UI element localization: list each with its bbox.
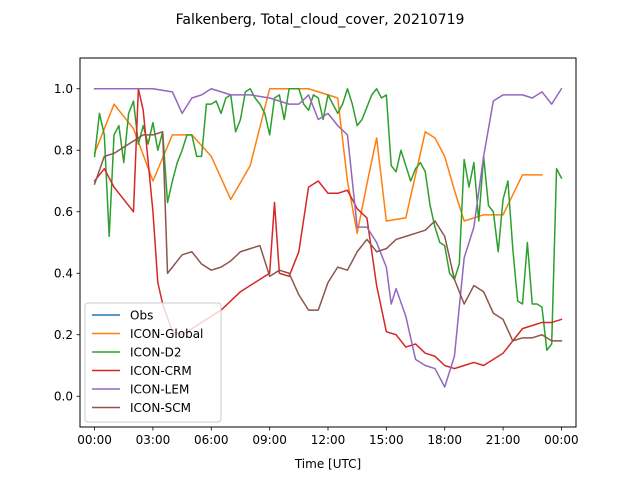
plot-lines [93, 87, 563, 388]
x-tick-label: 09:00 [252, 433, 287, 447]
chart-title: Falkenberg, Total_cloud_cover, 20210719 [176, 12, 465, 28]
legend-label: Obs [130, 309, 153, 323]
x-axis-label: Time [UTC] [294, 457, 361, 471]
x-tick-label: 12:00 [311, 433, 346, 447]
legend-label: ICON-SCM [130, 401, 191, 415]
x-tick-label: 00:00 [544, 433, 579, 447]
y-axis: 0.0 0.2 0.4 0.6 0.8 1.0 [54, 82, 80, 403]
y-tick-label: 0.8 [54, 143, 73, 157]
legend-label: ICON-D2 [130, 346, 182, 360]
y-tick-label: 1.0 [54, 82, 73, 96]
x-tick-label: 15:00 [369, 433, 404, 447]
series-line-icon-scm [93, 131, 563, 342]
y-tick-label: 0.0 [54, 389, 73, 403]
series-line-icon-lem [93, 87, 563, 388]
series-line-icon-global [93, 88, 543, 235]
legend-label: ICON-LEM [130, 383, 189, 397]
legend: Obs ICON-Global ICON-D2 ICON-CRM ICON-LEM ICO… [84, 302, 222, 423]
legend-label: ICON-Global [130, 327, 203, 341]
y-tick-label: 0.2 [54, 328, 73, 342]
x-axis: 00:00 03:00 06:00 09:00 12:00 15:00 18:00 21:00… [77, 427, 579, 447]
series-line-icon-crm [93, 88, 563, 370]
x-tick-label: 18:00 [427, 433, 462, 447]
series-line-icon-d2 [93, 88, 563, 351]
y-tick-label: 0.4 [54, 266, 73, 280]
x-tick-label: 21:00 [486, 433, 521, 447]
x-tick-label: 03:00 [136, 433, 171, 447]
x-tick-label: 06:00 [194, 433, 229, 447]
y-tick-label: 0.6 [54, 205, 73, 219]
x-tick-label: 00:00 [77, 433, 112, 447]
legend-label: ICON-CRM [130, 364, 192, 378]
